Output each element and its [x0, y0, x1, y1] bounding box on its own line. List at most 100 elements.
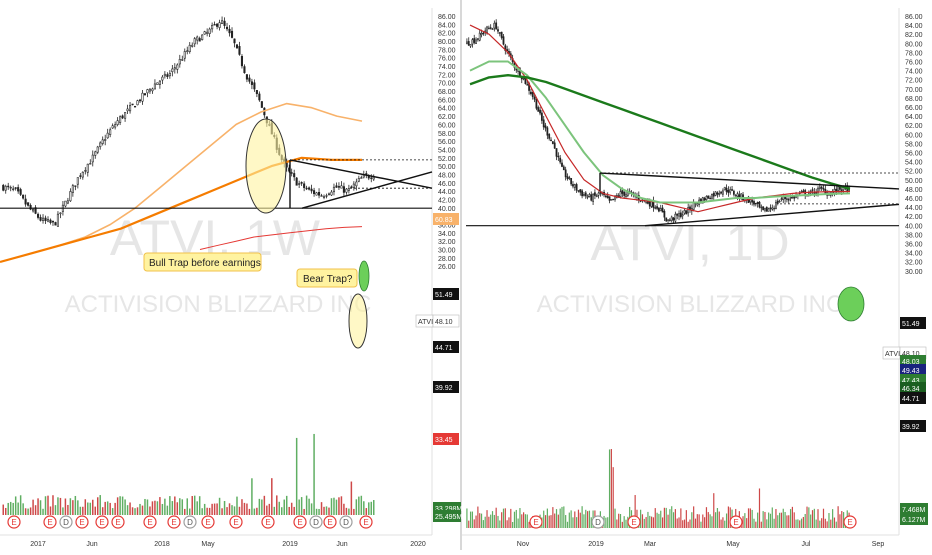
left-volume-bar: [116, 497, 119, 515]
left-candle-body: [238, 46, 241, 55]
right-volume-bar: [766, 519, 768, 528]
right-candle-body: [586, 196, 589, 198]
left-volume-bar: [34, 505, 37, 515]
left-candle-body: [138, 99, 142, 102]
left-y-tick-label: 64.00: [438, 106, 456, 113]
right-candle-body: [681, 214, 684, 217]
right-candle-body: [476, 38, 479, 40]
right-volume-bar: [782, 508, 784, 528]
right-candle-body: [787, 199, 790, 201]
left-volume-bar: [246, 503, 248, 515]
left-candle-body: [37, 213, 40, 218]
right-volume-bar: [566, 521, 569, 528]
right-trendline: [644, 203, 900, 227]
left-candle-body: [9, 186, 12, 189]
left-price-badge-label: 33.298M: [435, 506, 462, 513]
right-x-tick-label: Mar: [644, 541, 657, 548]
left-volume-bar: [276, 495, 278, 515]
right-volume-bar: [641, 514, 644, 528]
left-candle-body: [198, 38, 201, 42]
left-volume-bar: [27, 508, 29, 515]
left-volume-bar: [251, 478, 253, 515]
left-volume-bar: [124, 499, 126, 515]
left-y-tick-label: 72.00: [438, 72, 456, 79]
left-volume-bar: [201, 508, 203, 515]
left-volume-bar: [198, 496, 201, 515]
right-y-tick-label: 70.00: [905, 87, 923, 94]
right-volume-bar: [656, 512, 658, 528]
left-volume-bar: [59, 497, 62, 515]
right-volume-bar: [479, 513, 481, 528]
right-volume-bar: [716, 508, 719, 528]
right-candle-body: [531, 92, 534, 97]
left-candle-body: [66, 200, 69, 204]
right-candle-body: [701, 197, 704, 204]
left-candle-body: [106, 132, 109, 139]
right-candle-body: [594, 192, 596, 196]
right-volume-bar: [519, 508, 521, 528]
left-volume-bar: [350, 481, 353, 515]
left-volume-bar: [193, 495, 196, 515]
right-volume-bar: [780, 512, 783, 528]
right-volume-bar: [837, 506, 839, 528]
left-volume-bar: [111, 508, 114, 515]
right-candle-body: [674, 213, 677, 222]
left-candle-body: [325, 195, 328, 197]
left-volume-bar: [139, 503, 141, 515]
right-candle-body: [769, 207, 772, 210]
right-candle-body: [837, 186, 840, 191]
right-y-tick-label: 44.00: [905, 205, 923, 212]
right-volume-bar: [577, 509, 580, 528]
left-volume-bar: [300, 497, 303, 515]
right-volume-bar: [832, 509, 834, 528]
left-candle-body: [290, 172, 293, 174]
right-volume-bar: [797, 519, 799, 528]
left-y-tick-label: 62.00: [438, 114, 456, 121]
left-earnings-marker: [7, 515, 21, 529]
left-volume-bar: [4, 507, 7, 515]
left-candle-body: [228, 28, 231, 34]
right-volume-bar: [758, 488, 761, 528]
left-candle-body: [4, 185, 7, 191]
right-volume-bar: [565, 515, 567, 528]
right-volume-bar: [607, 517, 609, 528]
left-earnings-label: E: [47, 518, 52, 527]
left-earnings-marker: [359, 515, 373, 529]
right-volume-bar: [499, 520, 501, 528]
right-volume-bar: [610, 449, 612, 528]
right-volume-bar: [588, 510, 591, 528]
right-volume-bar: [742, 516, 744, 528]
left-volume-bar: [156, 501, 159, 515]
left-volume-bar: [348, 508, 350, 515]
right-y-tick-label: 74.00: [905, 69, 923, 76]
left-candle-body: [186, 50, 189, 52]
right-volume-bar: [808, 507, 810, 528]
bull-trap-callout: Bull Trap before earnings: [143, 252, 262, 272]
right-candle-body: [765, 207, 768, 212]
left-x-tick-label: 2018: [154, 541, 170, 548]
right-y-tick-label: 72.00: [905, 78, 923, 85]
left-earnings-label: E: [327, 518, 332, 527]
left-y-tick-label: 68.00: [438, 89, 456, 96]
right-volume-bar: [674, 509, 676, 528]
right-volume-bar: [693, 506, 695, 528]
left-candle-body: [7, 185, 10, 188]
left-candle-body: [12, 188, 15, 190]
left-price-badge: [433, 288, 459, 300]
right-price-badge-label: 48.10: [902, 351, 920, 358]
right-candle-body: [696, 203, 699, 206]
right-volume-bar: [570, 510, 572, 528]
left-earnings-marker: [111, 515, 125, 529]
right-volume-bar: [707, 512, 709, 528]
left-earnings-marker: [293, 515, 307, 529]
left-volume-bar: [96, 497, 99, 515]
right-volume-bar: [468, 520, 470, 528]
right-volume-bar: [687, 521, 689, 528]
left-volume-bar: [320, 502, 323, 515]
right-volume-bar: [491, 511, 494, 528]
right-volume-bar: [661, 517, 664, 528]
left-volume-bar: [42, 508, 44, 515]
right-volume-bar: [764, 511, 766, 528]
left-volume-bar: [109, 502, 111, 515]
right-candle-body: [604, 195, 607, 198]
